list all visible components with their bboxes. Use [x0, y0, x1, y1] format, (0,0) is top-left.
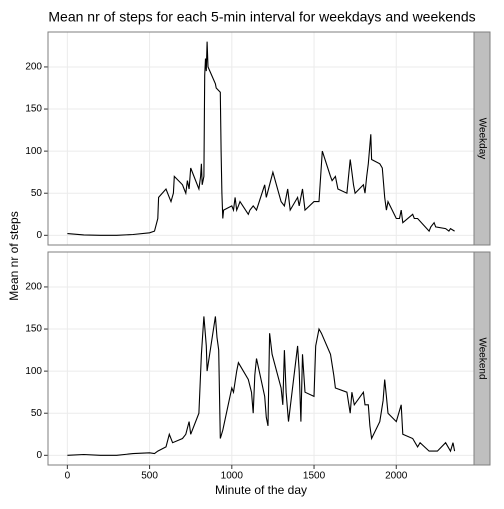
- strip: [473, 31, 491, 246]
- x-tick-label: 500: [141, 471, 158, 482]
- x-axis-label: Minute of the day: [215, 483, 307, 497]
- data-line: [67, 41, 455, 236]
- y-tick-label: 0: [36, 230, 42, 241]
- y-tick-label: 50: [31, 188, 43, 199]
- y-tick-label: 200: [25, 62, 42, 73]
- y-tick-label: 100: [25, 146, 42, 157]
- y-tick-label: 100: [25, 366, 42, 377]
- x-tick-label: 0: [65, 471, 71, 482]
- y-tick-label: 0: [36, 450, 42, 461]
- y-axis-label: Mean nr of steps: [7, 211, 21, 300]
- data-line: [67, 316, 456, 456]
- strip-label: Weekday: [476, 118, 487, 160]
- y-tick-label: 50: [31, 408, 43, 419]
- panel-background: [48, 32, 474, 245]
- y-tick-label: 150: [25, 104, 42, 115]
- strip-label: Weekend: [476, 337, 487, 379]
- y-tick-label: 200: [25, 282, 42, 293]
- x-tick-label: 1000: [221, 471, 244, 482]
- x-tick-label: 2000: [385, 471, 408, 482]
- chart-title: Mean nr of steps for each 5-min interval…: [48, 9, 475, 25]
- strip: [473, 251, 491, 466]
- x-tick-label: 1500: [303, 471, 326, 482]
- panel-background: [48, 252, 474, 465]
- y-tick-label: 150: [25, 324, 42, 335]
